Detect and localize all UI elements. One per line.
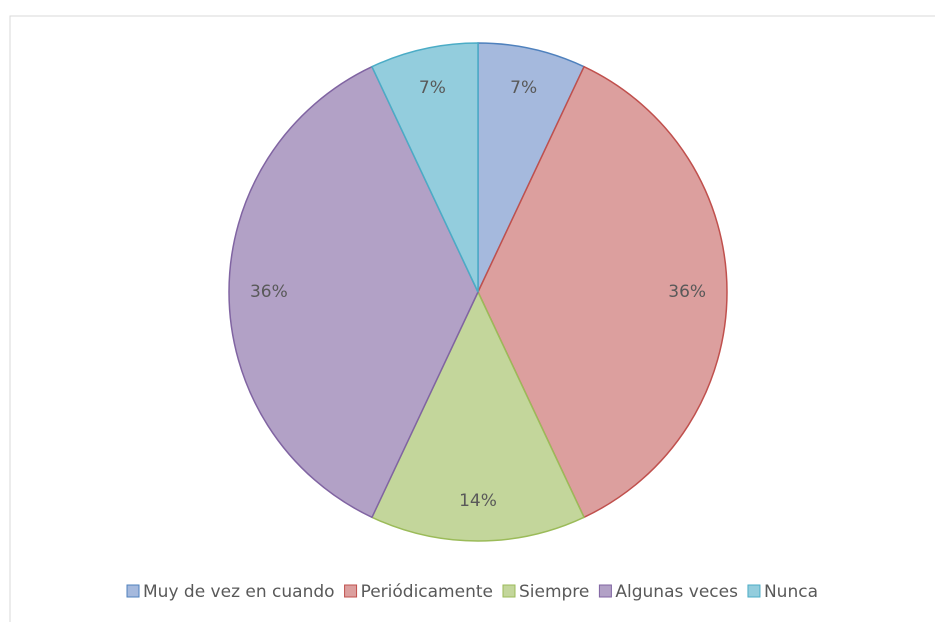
pie-slice: [228, 65, 479, 519]
legend-label: Muy de vez en cuando: [143, 582, 335, 602]
data-label: 14%: [459, 491, 497, 511]
data-label: 36%: [668, 282, 706, 302]
pie-slice: [370, 42, 479, 293]
pie-slice: [477, 42, 586, 293]
legend-label: Periódicamente: [361, 582, 493, 602]
data-label: 7%: [510, 78, 537, 98]
chart-border: [9, 15, 935, 622]
pie-slice: [477, 65, 728, 519]
data-label: 36%: [250, 282, 288, 302]
data-label: 7%: [419, 78, 446, 98]
legend-label: Siempre: [519, 582, 589, 602]
legend-label: Nunca: [764, 582, 818, 602]
pie-slice: [370, 290, 586, 542]
legend-swatch: [126, 584, 140, 598]
legend-swatch: [598, 584, 612, 598]
legend-swatch: [502, 584, 516, 598]
legend-swatch: [747, 584, 761, 598]
legend-swatch: [344, 584, 358, 598]
legend-label: Algunas veces: [615, 582, 738, 602]
